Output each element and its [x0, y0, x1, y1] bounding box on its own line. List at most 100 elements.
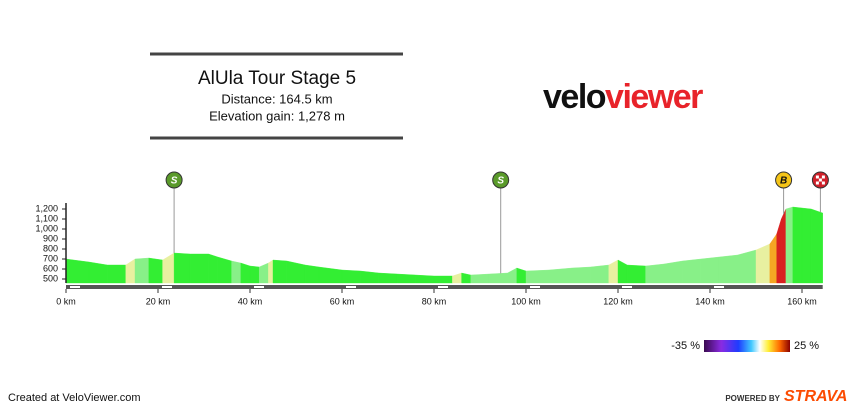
profile-segment	[433, 275, 453, 284]
profile-segment	[208, 253, 219, 284]
profile-segment	[249, 265, 260, 284]
profile-segment	[268, 259, 274, 284]
profile-segment	[318, 266, 343, 284]
profile-segment	[785, 206, 793, 284]
profile-segment	[645, 263, 665, 284]
profile-segment	[571, 266, 591, 284]
profile-segment	[548, 267, 573, 284]
profile-segment	[608, 259, 619, 284]
profile-segment	[397, 273, 416, 284]
profile-segment	[525, 269, 550, 284]
checker	[818, 178, 822, 182]
profile-segment	[461, 272, 471, 284]
logo-part: velo	[543, 78, 606, 116]
logo: veloviewer	[543, 78, 703, 116]
profile-segment	[811, 208, 823, 284]
profile-segment	[259, 262, 269, 284]
profile-segment	[272, 259, 287, 284]
profile-segment	[286, 260, 306, 284]
marker	[165, 171, 183, 189]
road-gap	[622, 286, 632, 288]
marker	[492, 171, 510, 189]
profile-segment	[305, 264, 320, 284]
logo-part: viewer	[605, 78, 703, 116]
road-gap	[162, 286, 172, 288]
profile-segment	[148, 257, 163, 284]
profile-segment	[173, 252, 191, 284]
x-tick-label: 160 km	[787, 296, 817, 306]
title: AlUla Tour Stage 5	[198, 68, 356, 89]
profile-segment	[663, 260, 683, 284]
x-tick-label: 0 km	[56, 296, 76, 306]
profile-segment	[617, 259, 628, 284]
x-tick-label: 80 km	[422, 296, 447, 306]
road-gap	[714, 286, 724, 288]
profile-segment	[134, 257, 150, 284]
profile-segment	[452, 272, 462, 284]
profile-segment	[507, 267, 517, 284]
y-tick-label: 700	[43, 253, 58, 263]
road-gap	[438, 286, 448, 288]
y-tick-label: 600	[43, 263, 58, 273]
profile-segment	[189, 253, 209, 284]
profile-segment	[792, 206, 803, 284]
y-tick-label: 800	[43, 243, 58, 253]
y-tick-label: 1,200	[35, 203, 58, 213]
profile-segment	[162, 252, 175, 284]
profile-segment	[781, 208, 787, 284]
y-tick-label: 1,100	[35, 213, 58, 223]
powered-by: POWERED BY	[725, 394, 780, 403]
profile-segment	[470, 273, 490, 284]
x-tick-label: 120 km	[603, 296, 633, 306]
profile-segment	[682, 258, 701, 284]
road-gap	[70, 286, 80, 288]
checker	[815, 175, 819, 179]
road-gap	[254, 286, 264, 288]
profile-segment	[107, 264, 127, 284]
profile-segment	[378, 272, 398, 284]
profile-segment	[341, 269, 361, 284]
profile-segment	[65, 258, 90, 284]
profile-segment	[125, 258, 136, 284]
profile-segment	[415, 274, 435, 284]
profile-segment	[776, 218, 782, 284]
y-tick-label: 500	[43, 273, 58, 283]
strava: STRAVA	[784, 388, 847, 405]
profile-segment	[737, 249, 757, 284]
marker	[775, 171, 793, 189]
marker-label: S	[171, 176, 178, 187]
x-tick-label: 20 km	[146, 296, 171, 306]
profile-segment	[627, 264, 646, 284]
profile-segment	[231, 260, 242, 284]
profile-segment	[755, 243, 770, 284]
road-gap	[346, 286, 356, 288]
x-tick-label: 60 km	[330, 296, 355, 306]
gradient-min: -35 %	[671, 340, 700, 352]
profile-segment	[719, 254, 738, 284]
road-gap	[530, 286, 540, 288]
profile-segment	[769, 233, 777, 284]
profile-segment	[88, 261, 108, 284]
checker	[815, 181, 819, 185]
profile-segment	[240, 262, 251, 284]
x-tick-label: 100 km	[511, 296, 541, 306]
y-tick-label: 1,000	[35, 223, 58, 233]
credit: Created at VeloViewer.com	[8, 392, 140, 404]
profile-segment	[489, 272, 508, 284]
gradient-max: 25 %	[794, 340, 819, 352]
profile-segment	[590, 264, 609, 284]
profile-segment	[516, 267, 527, 284]
gradient-scale	[704, 340, 790, 352]
profile-segment	[700, 256, 720, 284]
x-tick-label: 40 km	[238, 296, 263, 306]
profile-segment	[801, 207, 812, 284]
elevation-gain: Elevation gain: 1,278 m	[209, 108, 345, 123]
marker-label: S	[497, 176, 504, 187]
checker	[821, 175, 825, 179]
checker	[821, 181, 825, 185]
profile-segment	[360, 270, 379, 284]
distance: Distance: 164.5 km	[221, 91, 332, 106]
profile-segment	[217, 256, 232, 284]
